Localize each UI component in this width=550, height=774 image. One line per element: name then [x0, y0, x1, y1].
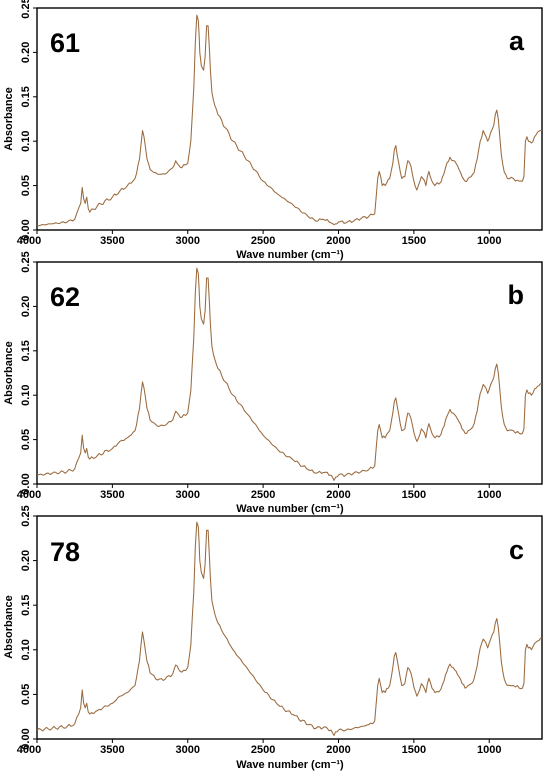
y-tick-label: 0.00 [20, 219, 32, 240]
sample-label: 78 [50, 537, 80, 567]
y-axis-ticks: 0.00 0.05 0.10 0.15 0.20 0.25 [20, 0, 37, 241]
y-axis-ticks: 0.00 0.05 0.10 0.15 0.20 0.25 [20, 505, 37, 750]
plot-frame [36, 261, 543, 485]
absorbance-spectrum-line [36, 267, 542, 481]
x-axis-title: Wave number (cm⁻¹) [236, 503, 344, 515]
x-tick-label: 4000 [17, 744, 41, 756]
x-axis-ticks: 4000 3500 3000 2500 2000 1500 1000 [17, 739, 501, 756]
spectrum-panel-a: 61 a Absorbance Wave number (cm⁻¹) 4000 3… [3, 0, 543, 261]
x-tick-label: 3500 [100, 489, 124, 501]
y-tick-label: 0.05 [20, 429, 32, 450]
y-tick-label: 0.10 [20, 639, 32, 660]
panel-letter: b [508, 280, 525, 310]
y-tick-label: 0.25 [20, 505, 32, 526]
sample-label: 61 [50, 28, 80, 58]
spectrum-panel-b: 62 b Absorbance Wave number (cm⁻¹) 4000 3… [3, 251, 543, 515]
sample-label: 62 [50, 282, 80, 312]
y-tick-label: 0.00 [20, 728, 32, 749]
x-tick-label: 1000 [477, 489, 501, 501]
x-tick-label: 3500 [100, 235, 124, 247]
plot-frame [36, 7, 543, 231]
x-tick-label: 3000 [176, 744, 200, 756]
panel-letter: a [509, 26, 525, 56]
y-axis-title: Absorbance [3, 595, 15, 659]
y-tick-label: 0.20 [20, 550, 32, 571]
panel-letter: c [509, 535, 524, 565]
x-axis-title: Wave number (cm⁻¹) [236, 249, 344, 261]
y-axis-title: Absorbance [3, 341, 15, 405]
y-tick-label: 0.25 [20, 0, 32, 19]
y-tick-label: 0.25 [20, 251, 32, 272]
y-axis-ticks: 0.00 0.05 0.10 0.15 0.20 0.25 [20, 251, 37, 495]
x-tick-label: 1000 [477, 235, 501, 247]
spectrum-panel-c: 78 c Absorbance Wave number (cm⁻¹) 4000 3… [3, 505, 543, 771]
x-tick-label: 1500 [402, 235, 426, 247]
y-tick-label: 0.20 [20, 296, 32, 317]
y-tick-label: 0.10 [20, 384, 32, 405]
x-tick-label: 2000 [326, 489, 350, 501]
x-tick-label: 2000 [326, 235, 350, 247]
x-axis-ticks: 4000 3500 3000 2500 2000 1500 1000 [17, 230, 501, 247]
x-tick-label: 2500 [251, 235, 275, 247]
x-tick-label: 2500 [251, 489, 275, 501]
y-tick-label: 0.00 [20, 473, 32, 494]
y-tick-label: 0.05 [20, 175, 32, 196]
y-tick-label: 0.15 [20, 86, 32, 107]
x-axis-title: Wave number (cm⁻¹) [236, 759, 344, 771]
x-axis-ticks: 4000 3500 3000 2500 2000 1500 1000 [17, 484, 501, 501]
y-tick-label: 0.15 [20, 594, 32, 615]
y-tick-label: 0.05 [20, 684, 32, 705]
y-axis-title: Absorbance [3, 87, 15, 151]
x-tick-label: 2000 [326, 744, 350, 756]
absorbance-spectrum-line [36, 14, 542, 227]
plot-frame [36, 515, 543, 740]
absorbance-spectrum-line [36, 521, 542, 736]
y-tick-label: 0.20 [20, 42, 32, 63]
x-tick-label: 4000 [17, 489, 41, 501]
x-tick-label: 3000 [176, 489, 200, 501]
x-tick-label: 4000 [17, 235, 41, 247]
x-tick-label: 3500 [100, 744, 124, 756]
x-tick-label: 3000 [176, 235, 200, 247]
x-tick-label: 2500 [251, 744, 275, 756]
y-tick-label: 0.15 [20, 340, 32, 361]
y-tick-label: 0.10 [20, 130, 32, 151]
x-tick-label: 1500 [402, 489, 426, 501]
x-tick-label: 1500 [402, 744, 426, 756]
x-tick-label: 1000 [477, 744, 501, 756]
